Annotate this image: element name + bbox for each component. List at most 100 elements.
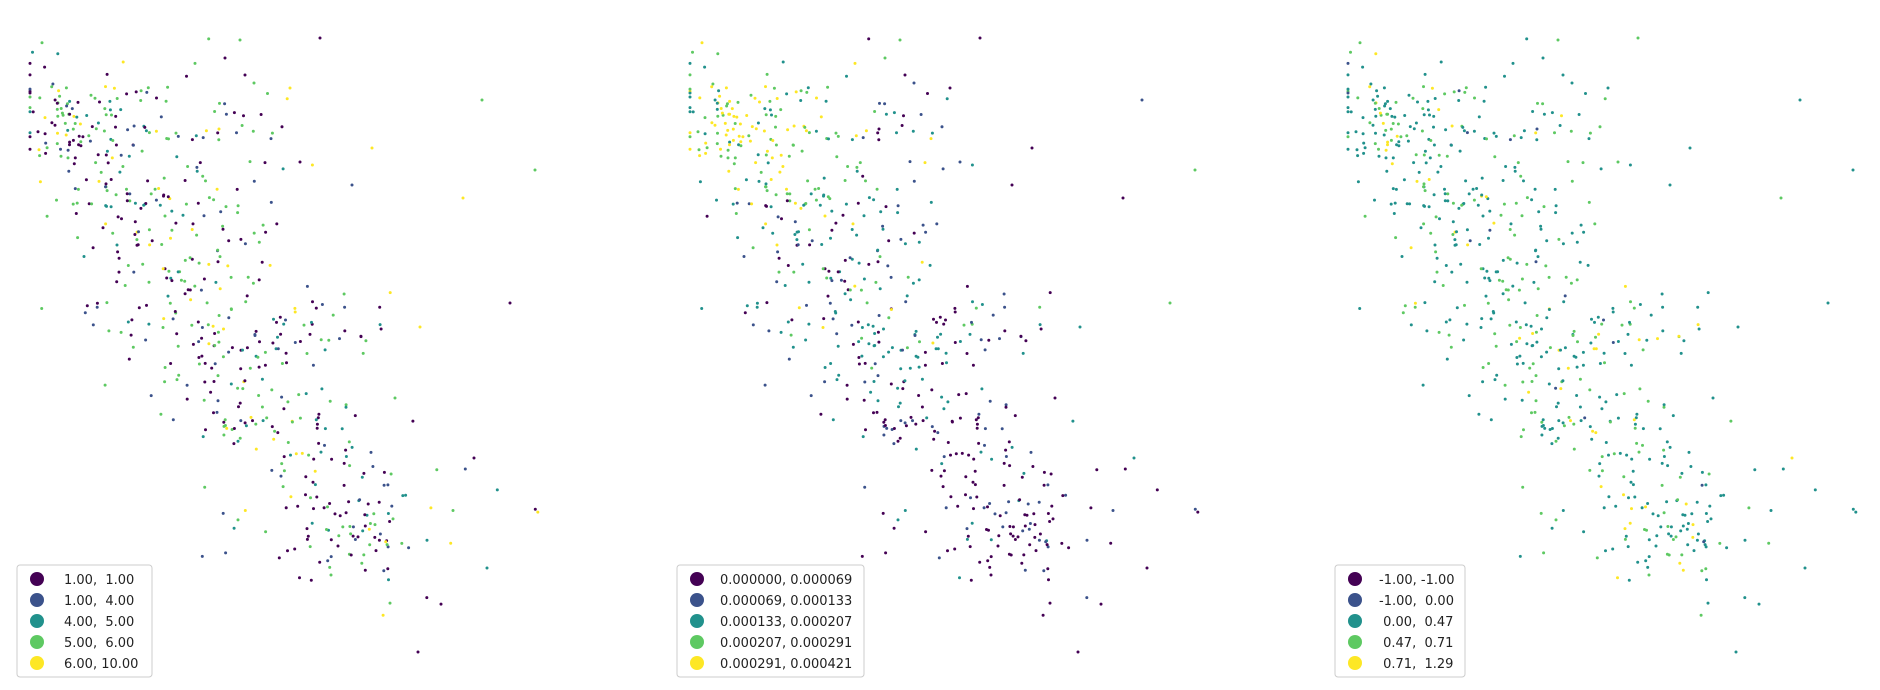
map-point — [1426, 99, 1430, 103]
map-point — [1662, 405, 1666, 409]
legend-entry: 0.000000, 0.000069 — [690, 572, 852, 588]
map-point — [1484, 195, 1488, 199]
map-point — [1722, 493, 1726, 497]
map-point — [104, 185, 107, 189]
map-point — [1692, 549, 1696, 553]
map-point — [1508, 323, 1512, 327]
map-point — [175, 155, 179, 159]
map-point — [328, 565, 332, 569]
map-point — [1603, 97, 1607, 101]
map-point — [202, 398, 206, 402]
map-point — [1779, 196, 1783, 200]
map-point — [958, 160, 962, 164]
map-point — [917, 240, 921, 244]
map-point — [1415, 179, 1419, 183]
map-point — [1168, 301, 1172, 305]
map-point — [31, 110, 35, 114]
map-point — [1622, 475, 1626, 479]
map-point — [787, 357, 791, 361]
map-point — [174, 221, 178, 225]
map-point — [1611, 310, 1615, 314]
map-point — [384, 540, 388, 544]
legend-entry: 6.00, 10.00 — [30, 656, 138, 672]
map-point — [53, 98, 57, 102]
map-point — [1002, 483, 1006, 487]
map-point — [1525, 37, 1529, 41]
map-point — [1023, 524, 1027, 528]
map-point — [854, 134, 858, 138]
map-point — [1026, 502, 1030, 506]
legend-1: 1.00, 1.00 1.00, 4.00 4.00, 5.00 5.00, 6… — [16, 564, 153, 678]
map-point — [366, 502, 370, 506]
map-point — [119, 330, 123, 334]
map-point — [1346, 106, 1350, 110]
map-point — [1361, 65, 1365, 69]
map-point — [361, 351, 365, 355]
map-point — [1578, 405, 1582, 409]
map-point — [184, 202, 188, 206]
map-point — [1391, 122, 1395, 125]
map-point — [1373, 142, 1377, 146]
map-point — [855, 169, 859, 173]
map-point — [688, 135, 692, 139]
map-point — [326, 559, 330, 563]
map-point — [797, 306, 801, 310]
map-point — [256, 355, 260, 359]
map-point — [144, 129, 148, 133]
map-point — [863, 380, 867, 384]
map-point — [105, 149, 109, 153]
map-point — [766, 161, 770, 165]
legend-label: 5.00, 6.00 — [64, 636, 134, 651]
map-point — [1425, 329, 1429, 333]
map-point — [1481, 214, 1485, 218]
map-point — [1374, 52, 1378, 56]
map-point — [227, 316, 231, 320]
map-point — [1628, 521, 1632, 525]
map-point — [774, 125, 777, 129]
map-point — [962, 323, 966, 327]
map-point — [1667, 532, 1671, 536]
map-point — [1798, 98, 1802, 102]
map-point — [1671, 414, 1675, 418]
map-point — [875, 187, 879, 191]
map-point — [243, 421, 247, 425]
map-point — [1480, 176, 1484, 180]
map-point — [1616, 576, 1619, 580]
map-point — [1484, 85, 1488, 89]
map-point — [1371, 123, 1375, 127]
map-point — [1446, 192, 1450, 196]
map-point — [896, 439, 900, 443]
map-point — [210, 366, 214, 370]
map-point — [1647, 538, 1651, 542]
map-point — [1421, 107, 1425, 111]
map-point — [1540, 420, 1544, 424]
map-point — [1140, 98, 1144, 102]
map-point — [106, 161, 110, 165]
map-point — [886, 264, 890, 268]
map-point — [217, 127, 221, 131]
map-point — [224, 205, 228, 209]
map-point — [790, 318, 794, 322]
map-point — [1534, 131, 1538, 135]
map-point — [238, 436, 242, 440]
map-point — [890, 428, 894, 431]
map-point — [96, 121, 100, 125]
map-point — [270, 425, 274, 429]
map-point — [1193, 168, 1197, 172]
map-point — [1590, 317, 1593, 321]
map-point — [45, 146, 49, 150]
legend-entry: -1.00, -1.00 — [1348, 572, 1455, 588]
map-point — [1541, 102, 1545, 106]
map-point — [1535, 314, 1539, 317]
map-point — [196, 201, 200, 205]
map-point — [194, 134, 198, 138]
map-point — [862, 398, 866, 402]
map-point — [463, 467, 467, 471]
map-point — [1514, 201, 1518, 205]
map-point — [715, 101, 719, 105]
map-point — [1349, 110, 1353, 114]
map-point — [954, 452, 958, 456]
map-point — [310, 163, 314, 167]
map-point — [926, 92, 929, 95]
map-point — [73, 122, 77, 125]
